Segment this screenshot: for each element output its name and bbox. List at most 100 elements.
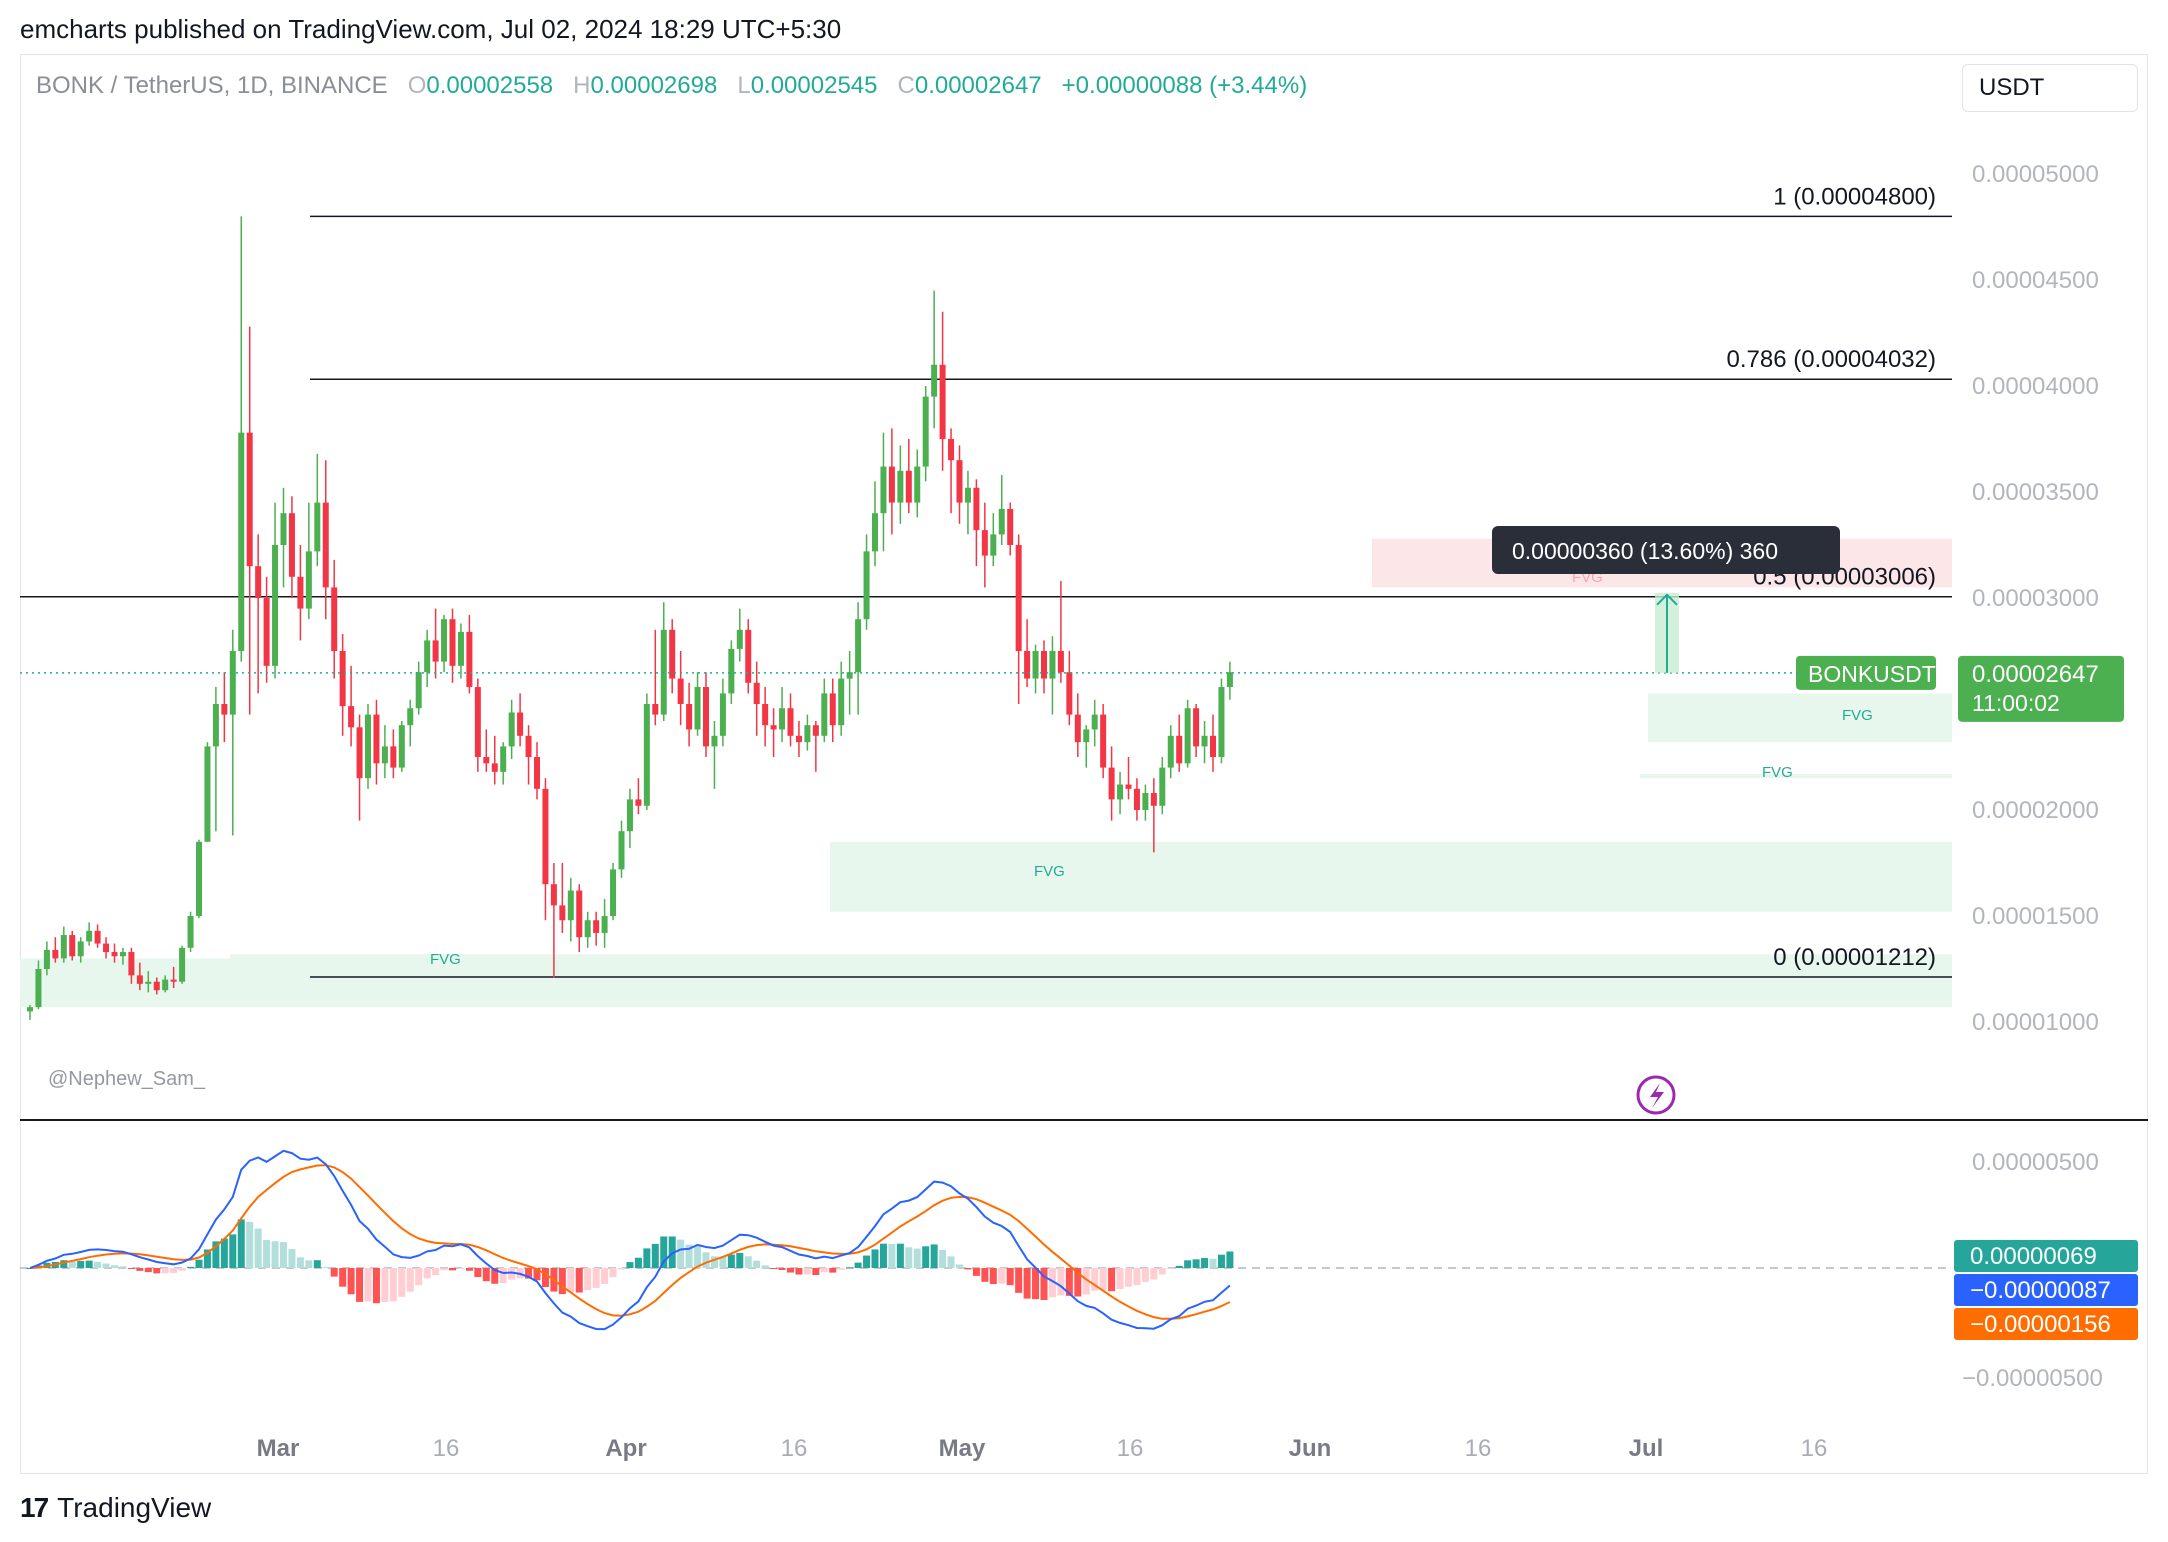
macd-histogram-bar — [905, 1247, 913, 1268]
macd-histogram-bar — [981, 1268, 989, 1282]
macd-histogram-bar — [1032, 1268, 1040, 1300]
macd-histogram-bar — [364, 1268, 372, 1302]
macd-histogram-bar — [144, 1268, 152, 1273]
macd-histogram-bar — [761, 1265, 769, 1268]
macd-histogram-bar — [947, 1256, 955, 1268]
high-value: 0.00002698 — [590, 72, 718, 99]
candle-body — [626, 799, 633, 832]
fvg-zone-bullish — [20, 958, 230, 1008]
close-value: 0.00002647 — [914, 72, 1042, 99]
measure-tooltip — [1492, 526, 1840, 574]
candle-body — [128, 952, 135, 976]
candle-body — [398, 725, 405, 768]
macd-histogram-bar — [567, 1268, 575, 1293]
macd-histogram-bar — [381, 1268, 389, 1302]
candle-body — [838, 678, 845, 726]
candle-body — [1193, 708, 1200, 747]
candle-body — [119, 952, 126, 957]
candle-body — [407, 708, 414, 726]
macd-histogram-bar — [744, 1256, 752, 1268]
candle-body — [905, 470, 912, 503]
candle-body — [779, 708, 786, 730]
candle-body — [888, 466, 895, 503]
candle-body — [686, 704, 693, 730]
macd-histogram-bar — [710, 1256, 718, 1268]
fvg-label: FVG — [430, 951, 461, 968]
time-tick: Jun — [1289, 1435, 1332, 1462]
currency-selector[interactable]: USDT — [1962, 64, 2138, 112]
macd-histogram-bar — [879, 1243, 887, 1268]
candle-body — [863, 551, 870, 620]
candle-body — [1083, 729, 1090, 743]
candle-body — [43, 949, 50, 969]
candle-body — [770, 725, 777, 730]
macd-value-badge-label: −0.00000087 — [1970, 1277, 2111, 1304]
macd-histogram-bar — [812, 1268, 820, 1275]
measure-tooltip-label: 0.00000360 (13.60%) 360 — [1512, 538, 1778, 564]
candle-body — [466, 631, 473, 688]
candle-body — [1015, 545, 1022, 651]
macd-histogram-bar — [930, 1244, 938, 1268]
candle-body — [1218, 687, 1225, 757]
macd-histogram-bar — [1175, 1265, 1183, 1268]
price-tick: 0.00001500 — [1972, 903, 2099, 930]
macd-histogram-bar — [651, 1243, 659, 1268]
macd-histogram-bar — [939, 1249, 947, 1268]
candle-body — [500, 746, 507, 772]
macd-histogram-bar — [212, 1241, 220, 1268]
macd-histogram-bar — [372, 1268, 380, 1304]
candle-body — [1167, 735, 1174, 768]
time-tick: 16 — [433, 1435, 460, 1462]
candle-body — [643, 704, 650, 806]
candle-body — [35, 969, 42, 1008]
macd-histogram-bar — [195, 1259, 203, 1268]
macd-histogram-bar — [618, 1268, 625, 1270]
macd-histogram-bar — [888, 1244, 896, 1268]
macd-histogram-bar — [660, 1236, 668, 1268]
macd-histogram-bar — [558, 1268, 566, 1295]
candle-body — [365, 714, 371, 779]
macd-histogram-bar — [989, 1268, 997, 1285]
candle-body — [204, 746, 211, 842]
fvg-label: FVG — [1762, 764, 1793, 781]
candle-body — [711, 735, 718, 747]
macd-histogram-bar — [347, 1268, 355, 1295]
candle-body — [356, 727, 363, 779]
candle-body — [1007, 508, 1014, 545]
candle-body — [1201, 735, 1208, 747]
macd-histogram-bar — [406, 1268, 414, 1292]
candle-body — [846, 672, 853, 679]
macd-histogram-bar — [896, 1243, 904, 1268]
candle-body — [787, 708, 794, 736]
candle-body — [821, 693, 828, 736]
tradingview-logo-icon: 17 — [20, 1492, 49, 1523]
candle-body — [1024, 651, 1031, 679]
candle-body — [305, 551, 312, 609]
candle-body — [736, 629, 743, 649]
macd-histogram-bar — [1133, 1268, 1141, 1286]
candle-body — [922, 396, 929, 467]
macd-histogram-bar — [1006, 1268, 1014, 1286]
fvg-zone-bullish — [1648, 693, 1952, 743]
macd-histogram-bar — [525, 1268, 533, 1279]
macd-histogram-bar — [913, 1248, 921, 1268]
macd-histogram-bar — [820, 1268, 828, 1273]
candle-body — [1176, 735, 1183, 764]
macd-histogram-bar — [246, 1221, 254, 1268]
candle-body — [517, 712, 524, 736]
candle-body — [914, 466, 921, 503]
candle-body — [728, 648, 735, 694]
macd-histogram-bar — [1209, 1258, 1217, 1268]
macd-histogram-bar — [1184, 1260, 1192, 1268]
candle-body — [322, 502, 329, 588]
symbol-label[interactable]: BONK / TetherUS, 1D, BINANCE — [36, 72, 388, 99]
countdown-value: 11:00:02 — [1972, 690, 2060, 716]
candles — [27, 216, 1233, 1020]
time-tick: 16 — [1465, 1435, 1492, 1462]
macd-histogram-bar — [1116, 1268, 1124, 1290]
tradingview-footer[interactable]: 17 TradingView — [20, 1492, 211, 1524]
macd-histogram-bar — [339, 1268, 347, 1287]
macd-histogram-badge-label: 0.00000069 — [1970, 1243, 2097, 1270]
macd-histogram-bar — [389, 1268, 397, 1302]
